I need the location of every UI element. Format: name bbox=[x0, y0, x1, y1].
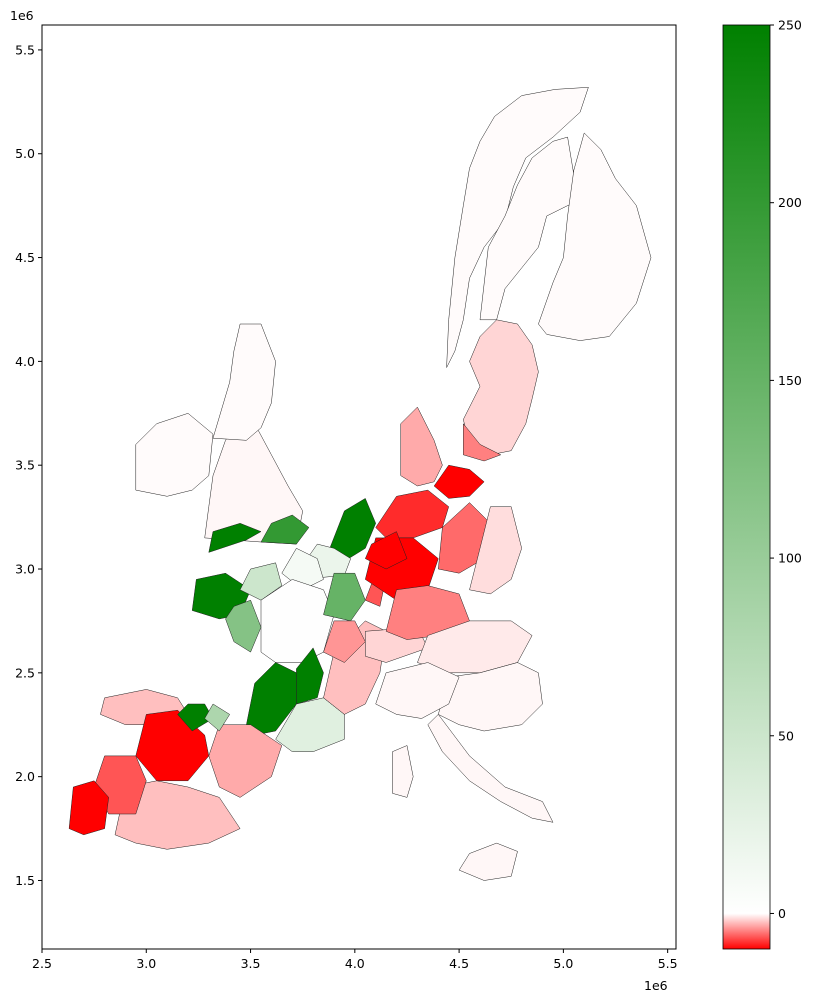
colorbar-tick-label: 150 bbox=[778, 373, 802, 388]
colorbar-tick-label: 250 bbox=[778, 18, 802, 33]
region-uk-sw bbox=[208, 523, 262, 553]
region-se-s bbox=[463, 319, 539, 456]
y-tick-label: 2.0 bbox=[15, 769, 35, 784]
y-axis: 1.5 2.0 2.5 3.0 3.5 4.0 4.5 5.0 5.5 bbox=[15, 42, 42, 888]
x-tick-label: 3.0 bbox=[136, 956, 156, 971]
region-de-ne bbox=[433, 464, 485, 499]
plot-frame bbox=[41, 24, 677, 950]
colorbar-ticks: 0 50 100 150 200 250 bbox=[770, 18, 802, 921]
region-sicily bbox=[458, 842, 518, 881]
region-fr-grand-est bbox=[323, 572, 366, 622]
region-it-n bbox=[375, 662, 460, 719]
y-tick-label: 1.5 bbox=[15, 873, 35, 888]
y-tick-label: 2.5 bbox=[15, 665, 35, 680]
y-tick-label: 3.0 bbox=[15, 562, 35, 577]
region-es-e bbox=[208, 724, 283, 798]
x-tick-label: 4.5 bbox=[449, 956, 469, 971]
x-tick-label: 3.5 bbox=[241, 956, 261, 971]
region-no bbox=[446, 87, 589, 368]
region-es-basque bbox=[204, 703, 231, 732]
colorbar bbox=[722, 24, 771, 950]
y-tick-label: 3.5 bbox=[15, 458, 35, 473]
x-offset-text: 1e6 bbox=[644, 978, 668, 993]
x-axis: 2.5 3.0 3.5 4.0 4.5 5.0 5.5 bbox=[32, 949, 678, 971]
y-offset-text: 1e6 bbox=[10, 8, 34, 23]
region-fr-pays bbox=[225, 599, 262, 653]
x-tick-label: 4.0 bbox=[345, 956, 365, 971]
regions-layer bbox=[68, 87, 652, 881]
x-tick-label: 5.5 bbox=[658, 956, 678, 971]
x-tick-label: 2.5 bbox=[32, 956, 52, 971]
region-dk bbox=[400, 406, 443, 487]
colorbar-tick-label: 50 bbox=[778, 728, 794, 743]
colorbar-tick-label: 0 bbox=[778, 906, 786, 921]
region-cz-at bbox=[417, 620, 533, 674]
y-tick-label: 5.5 bbox=[15, 42, 35, 57]
colorbar-tick-label: 100 bbox=[778, 551, 802, 566]
region-pt bbox=[68, 780, 109, 836]
x-tick-label: 5.0 bbox=[553, 956, 573, 971]
region-fi bbox=[538, 132, 652, 341]
region-fr-bourg bbox=[323, 620, 366, 663]
region-de-w bbox=[364, 531, 408, 570]
y-tick-label: 5.0 bbox=[15, 146, 35, 161]
region-se-sk bbox=[463, 422, 502, 462]
region-fr-auv bbox=[296, 647, 324, 705]
region-de-s bbox=[385, 585, 470, 640]
region-uk-se bbox=[260, 514, 310, 545]
y-tick-label: 4.0 bbox=[15, 354, 35, 369]
y-tick-label: 4.5 bbox=[15, 250, 35, 265]
region-balkan bbox=[438, 662, 543, 732]
region-pl bbox=[469, 506, 522, 595]
region-it-s bbox=[427, 714, 554, 823]
region-ie bbox=[135, 413, 214, 497]
region-fr-normandie bbox=[239, 562, 283, 601]
region-uk-n bbox=[212, 323, 276, 441]
region-sardinia bbox=[392, 745, 414, 798]
colorbar-tick-label: 200 bbox=[778, 195, 802, 210]
region-fr-se bbox=[275, 697, 345, 752]
